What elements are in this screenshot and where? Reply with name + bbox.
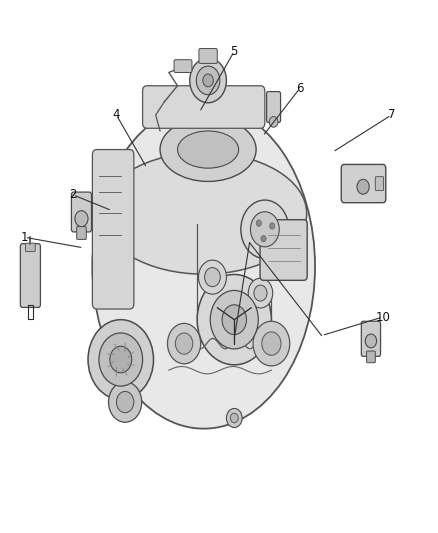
FancyBboxPatch shape [143, 86, 265, 128]
Circle shape [88, 320, 153, 399]
Text: 6: 6 [296, 82, 304, 95]
Ellipse shape [160, 118, 256, 181]
Circle shape [190, 58, 226, 103]
FancyBboxPatch shape [361, 321, 381, 357]
FancyBboxPatch shape [20, 244, 40, 308]
Circle shape [226, 408, 242, 427]
Text: 1: 1 [21, 231, 28, 244]
Circle shape [75, 211, 88, 227]
FancyBboxPatch shape [267, 92, 281, 123]
FancyArrowPatch shape [128, 352, 134, 358]
FancyBboxPatch shape [25, 243, 35, 252]
Circle shape [167, 324, 201, 364]
FancyArrowPatch shape [122, 369, 127, 375]
Ellipse shape [101, 152, 307, 274]
Circle shape [117, 391, 134, 413]
Circle shape [222, 305, 247, 335]
Ellipse shape [177, 131, 239, 168]
Circle shape [198, 260, 226, 294]
Circle shape [109, 382, 142, 422]
Text: 7: 7 [388, 109, 395, 122]
Circle shape [210, 290, 258, 349]
FancyBboxPatch shape [367, 351, 375, 363]
Circle shape [253, 321, 290, 366]
FancyBboxPatch shape [174, 60, 192, 72]
FancyBboxPatch shape [92, 150, 134, 309]
Circle shape [251, 212, 279, 247]
FancyArrowPatch shape [114, 344, 119, 350]
FancyBboxPatch shape [77, 227, 86, 239]
Circle shape [256, 220, 261, 227]
Circle shape [270, 223, 275, 229]
FancyArrowPatch shape [108, 361, 113, 367]
Text: 4: 4 [113, 109, 120, 122]
Circle shape [203, 74, 213, 87]
Circle shape [175, 333, 193, 354]
Circle shape [269, 117, 278, 127]
Circle shape [99, 333, 143, 386]
Text: 5: 5 [230, 45, 238, 58]
Circle shape [205, 268, 220, 287]
FancyBboxPatch shape [375, 176, 384, 190]
Circle shape [230, 413, 238, 423]
Circle shape [196, 66, 220, 95]
Text: 2: 2 [69, 188, 77, 201]
Text: 10: 10 [375, 311, 390, 324]
Circle shape [365, 334, 377, 348]
Circle shape [357, 179, 369, 194]
Circle shape [261, 236, 266, 242]
FancyBboxPatch shape [199, 49, 217, 63]
Circle shape [110, 346, 132, 373]
Ellipse shape [92, 104, 315, 429]
Circle shape [197, 274, 272, 365]
Circle shape [262, 332, 281, 356]
Circle shape [241, 200, 289, 259]
Circle shape [248, 278, 273, 308]
FancyBboxPatch shape [71, 192, 92, 232]
FancyBboxPatch shape [260, 220, 307, 280]
FancyBboxPatch shape [341, 165, 386, 203]
Circle shape [254, 285, 267, 301]
